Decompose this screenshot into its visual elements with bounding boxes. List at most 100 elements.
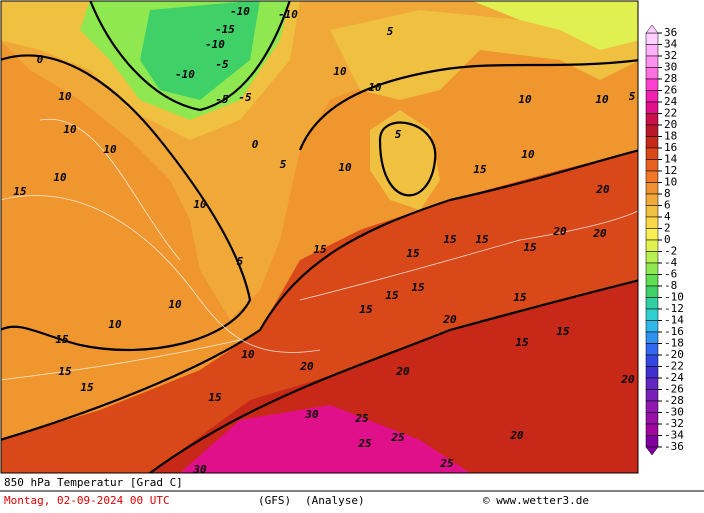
contour-label: 0 (37, 53, 44, 66)
colorbar-label: -16 (664, 325, 684, 338)
colorbar-band (645, 389, 659, 402)
colorbar-label: 22 (664, 107, 677, 120)
contour-label: 15 (58, 365, 72, 378)
colorbar-band (645, 308, 659, 321)
colorbar-band (645, 435, 659, 448)
model-name: (GFS) (258, 494, 291, 507)
colorbar-label: -2 (664, 245, 677, 258)
contour-label: 10 (168, 298, 182, 311)
colorbar-band (645, 182, 659, 195)
colorbar-label: 4 (664, 210, 671, 223)
contour-label: -10 (230, 5, 250, 18)
contour-label: -10 (175, 68, 195, 81)
contour-label: 0 (252, 138, 259, 151)
contour-label: 25 (390, 431, 405, 444)
contour-label: 5 (280, 158, 287, 171)
contour-label: 10 (518, 93, 532, 106)
colorbar-label: 2 (664, 222, 671, 235)
contour-label: 15 (406, 247, 420, 260)
colorbar-cap (645, 446, 659, 456)
colorbar-band (645, 170, 659, 183)
colorbar-label: 10 (664, 176, 677, 189)
contour-label: 15 (475, 233, 489, 246)
contour-label: 30 (192, 463, 207, 476)
colorbar-label: 28 (664, 72, 677, 85)
contour-label: 10 (595, 93, 609, 106)
colorbar-label: -18 (664, 337, 684, 350)
colorbar-band (645, 262, 659, 275)
contour-label: 20 (299, 360, 314, 373)
colorbar-band (645, 147, 659, 160)
colorbar-band (645, 343, 659, 356)
contour-label: -5 (215, 58, 229, 71)
colorbar-band (645, 113, 659, 126)
contour-label: 15 (359, 303, 373, 316)
colorbar-label: -10 (664, 291, 684, 304)
colorbar-label: 26 (664, 84, 677, 97)
colorbar-band (645, 331, 659, 344)
colorbar-band (645, 101, 659, 114)
colorbar-label: 20 (664, 118, 677, 131)
colorbar-label: 12 (664, 164, 677, 177)
colorbar-band (645, 55, 659, 68)
colorbar-band (645, 228, 659, 241)
contour-label: 5 (387, 25, 394, 38)
colorbar-label: -36 (664, 440, 684, 453)
run-date: Montag, 02-09-2024 00 UTC (4, 494, 170, 507)
credit: © www.wetter3.de (483, 494, 589, 507)
colorbar-band (645, 124, 659, 137)
contour-label: 10 (63, 123, 77, 136)
contour-label: 15 (443, 233, 457, 246)
contour-label: 20 (442, 313, 457, 326)
colorbar-label: -14 (664, 314, 684, 327)
contour-label: 15 (385, 289, 399, 302)
colorbar-label: -20 (664, 348, 684, 361)
map-title: 850 hPa Temperatur [Grad C] (4, 476, 183, 489)
contour-label: 20 (395, 365, 410, 378)
contour-label: 15 (411, 281, 425, 294)
colorbar-cap (645, 24, 659, 34)
contour-label: 15 (80, 381, 94, 394)
colorbar-label: -32 (664, 417, 684, 430)
colorbar-band (645, 239, 659, 252)
colorbar-label: 24 (664, 95, 678, 108)
colorbar-band (645, 32, 659, 45)
contour-label: 10 (333, 65, 347, 78)
colorbar-label: 8 (664, 187, 671, 200)
temperature-field (1, 1, 638, 473)
contour-label: 5 (629, 90, 636, 103)
contour-label: 10 (108, 318, 122, 331)
contour-label: 15 (55, 333, 69, 346)
colorbar-band (645, 136, 659, 149)
colorbar-label: 18 (664, 130, 677, 143)
contour-label: 25 (354, 412, 369, 425)
contour-label: 10 (58, 90, 72, 103)
colorbar-band (645, 320, 659, 333)
colorbar-band (645, 412, 659, 425)
contour-label: 15 (523, 241, 537, 254)
colorbar-label: 0 (664, 233, 671, 246)
colorbar-label: -6 (664, 268, 677, 281)
contour-label: -5 (215, 93, 229, 106)
colorbar-band (645, 274, 659, 287)
contour-label: 15 (313, 243, 327, 256)
colorbar-band (645, 297, 659, 310)
colorbar-band (645, 423, 659, 436)
contour-label: -10 (278, 8, 298, 21)
colorbar-label: -24 (664, 371, 684, 384)
colorbar-band (645, 251, 659, 264)
colorbar: 363432302826242220181614121086420-2-4-6-… (645, 24, 684, 456)
colorbar-band (645, 193, 659, 206)
contour-label: -10 (205, 38, 225, 51)
contour-label: 10 (193, 198, 207, 211)
colorbar-label: 16 (664, 141, 677, 154)
colorbar-label: 6 (664, 199, 671, 212)
contour-label: 15 (513, 291, 527, 304)
contour-label: 10 (338, 161, 352, 174)
contour-label: 15 (515, 336, 529, 349)
colorbar-label: -28 (664, 394, 684, 407)
colorbar-band (645, 354, 659, 367)
colorbar-band (645, 78, 659, 91)
